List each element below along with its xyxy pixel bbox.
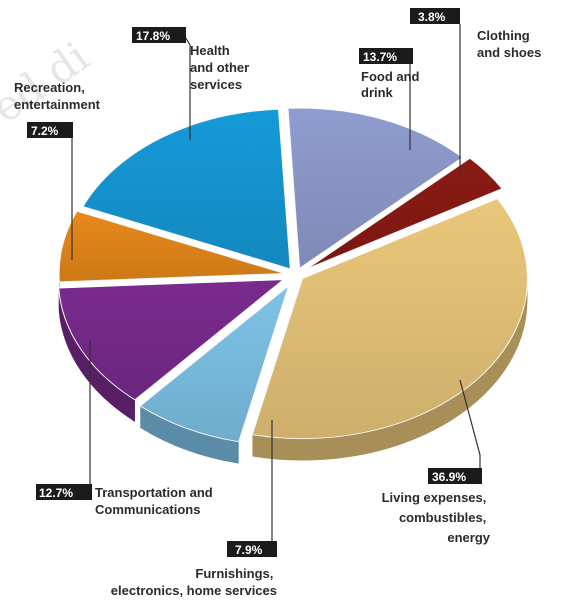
label-living: Living expenses, combustibles, energy [382, 490, 491, 545]
pie-slice-side-3 [140, 405, 239, 464]
pie-slices [58, 107, 528, 464]
pie-slice-shading-6 [83, 109, 291, 269]
label-transport: Transportation and Communications [95, 485, 216, 517]
badge-living: 36.9% [428, 468, 482, 484]
badge-transport: 12.7% [36, 484, 92, 500]
pct-clothing: 3.8% [418, 10, 446, 24]
label-recreation: Recreation, entertainment [14, 80, 101, 112]
label-food: Food and drink [361, 69, 423, 100]
percent-badges: 13.7% 3.8% 36.9% 7.9% 12.7% 7.2% 17.8% [27, 8, 482, 557]
badge-furnishings: 7.9% [227, 541, 277, 557]
pie-slice-shading-4 [58, 279, 284, 400]
pct-living: 36.9% [432, 470, 466, 484]
pie-slice-shading-3 [140, 285, 289, 442]
pct-transport: 12.7% [39, 486, 73, 500]
label-health: Health and other services [190, 43, 253, 92]
category-labels: Food and drink Clothing and shoes Living… [14, 28, 541, 598]
pct-food: 13.7% [363, 50, 397, 64]
pct-recreation: 7.2% [31, 124, 59, 138]
badge-recreation: 7.2% [27, 122, 73, 138]
badge-food: 13.7% [359, 48, 413, 64]
pct-health: 17.8% [136, 29, 170, 43]
pct-furnishings: 7.9% [235, 543, 263, 557]
badge-clothing: 3.8% [410, 8, 460, 24]
pie-slice-shading-5 [59, 211, 285, 282]
label-clothing: Clothing and shoes [477, 28, 541, 60]
pie-slice-side-2 [252, 278, 528, 461]
label-furnishings: Furnishings, electronics, home services [111, 566, 277, 598]
pie-slice-shading-1 [307, 158, 503, 269]
pie-slice-shading-2 [252, 198, 528, 439]
badge-health: 17.8% [132, 27, 186, 43]
pie-slice-shading-0 [287, 108, 463, 269]
pie-slice-side-4 [58, 287, 135, 422]
